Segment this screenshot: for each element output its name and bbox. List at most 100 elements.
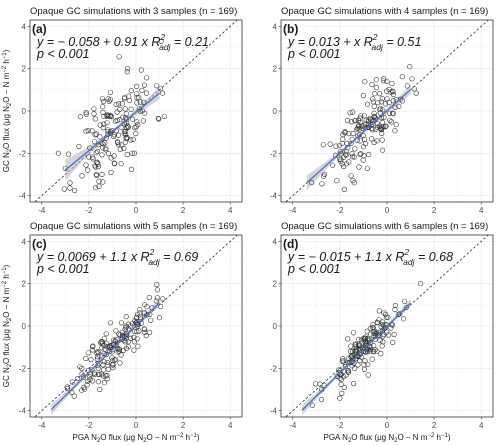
x-tick-label: 4 [228,421,233,430]
axis-label-part: O flux (μg N [100,433,143,442]
data-point [122,339,128,345]
data-point [113,328,119,334]
regression-equation: y = 0.0069 + 1.1 x R2 adj = 0.69 [36,247,198,267]
data-point [370,127,376,133]
axis-label-part: O − N m [146,433,176,442]
data-point [382,123,388,130]
data-point [113,101,119,108]
data-point [83,109,89,116]
data-point [122,128,129,135]
data-point [392,302,399,309]
p-value: p < 0.001 [287,47,340,61]
data-point [110,133,117,139]
data-point [93,150,99,156]
data-point [123,136,129,142]
x-tick-label: 2 [181,206,186,215]
data-point [134,314,140,320]
data-point [357,115,363,121]
data-point [155,115,161,121]
data-point [96,183,102,189]
axis-label-part: h [2,274,11,281]
data-point [158,303,164,310]
data-point [365,372,371,378]
data-point [100,145,106,151]
data-point [348,140,354,146]
data-point [352,118,358,124]
data-point [359,336,365,342]
data-point [356,164,362,170]
data-point [93,171,99,177]
data-point [411,86,417,92]
data-point [373,77,379,83]
data-point [80,374,87,380]
data-point [107,89,114,95]
data-point [102,140,108,146]
data-point [374,138,380,144]
data-point [350,130,356,137]
data-point [132,124,138,131]
data-point [126,93,132,99]
data-point [397,311,403,317]
data-point [396,103,402,109]
data-point [89,378,96,384]
r2-superscript: 2 [372,32,378,42]
panel-tag: (a) [32,22,47,36]
axis-label-part: GC N [2,367,11,387]
data-point [393,122,399,128]
data-point [340,136,346,142]
data-point [392,306,398,313]
panel-title: Opaque GC simulations with 5 samples (n … [30,221,237,232]
data-point [121,130,127,136]
r2-subscript: adj [403,257,415,267]
data-point [350,109,356,115]
data-point [72,187,78,194]
panel-tag: (b) [283,22,298,36]
panel-title: Opaque GC simulations with 3 samples (n … [30,6,237,17]
data-point [154,83,160,89]
data-point [379,130,385,136]
data-point [134,94,140,101]
data-point [111,153,117,159]
data-point [143,90,150,96]
data-point [334,178,340,184]
equation-text: y = 0.013 + x [287,35,364,49]
plot-area [285,20,489,202]
axis-label-superscript: −1 [2,52,8,60]
data-point [345,336,351,342]
data-point [121,96,127,102]
data-point [136,328,142,334]
data-point [134,329,140,335]
y-tick-label: 4 [22,237,27,246]
panel-tag: (d) [283,237,298,251]
data-point [376,317,382,323]
data-point [346,159,352,165]
data-point [336,367,342,373]
y-tick-label: 0 [273,107,278,116]
data-point [350,154,356,160]
axis-label-subscript: 2 [143,438,147,444]
data-point [337,395,343,401]
data-point [387,117,393,123]
data-point [347,348,354,355]
data-point [384,78,390,84]
data-point [83,111,89,117]
data-point [123,116,129,122]
data-point [154,295,160,301]
axis-label-part: PGA N [72,433,97,442]
y-tick-label: 2 [22,280,27,289]
x-tick-label: -2 [336,206,344,215]
data-point [343,151,349,157]
r2-superscript: 2 [149,247,155,257]
data-point [320,142,326,148]
data-point [134,100,140,106]
data-point [67,185,73,191]
data-point [107,344,113,351]
data-point [107,343,113,349]
data-point [386,99,392,106]
axis-label-superscript: −1 [2,267,8,275]
data-point [77,114,83,120]
data-point [131,347,137,353]
data-point [94,354,100,360]
data-point [69,379,75,385]
